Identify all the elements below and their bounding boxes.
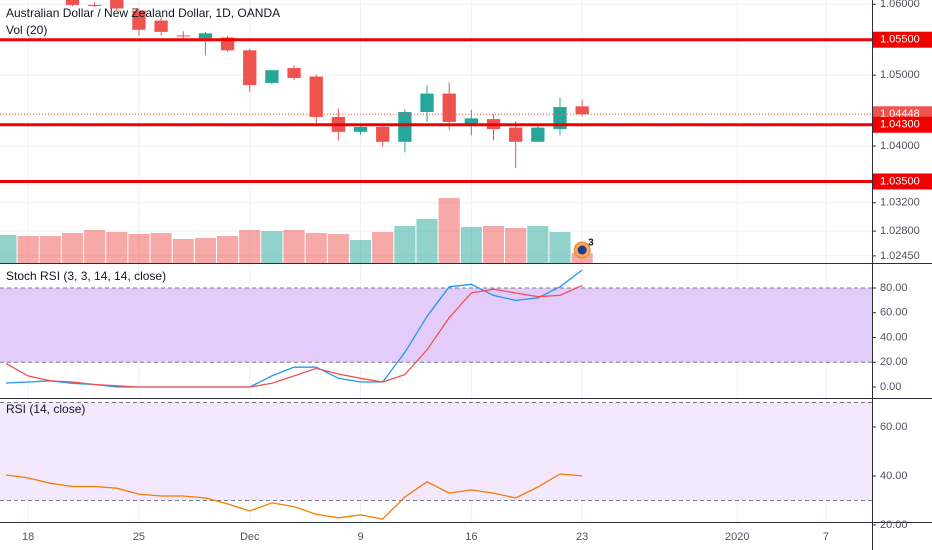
volume-bar <box>327 234 349 263</box>
event-label: 3 <box>588 238 594 249</box>
volume-bar <box>239 230 261 263</box>
y-tick-label: 1.06000 <box>880 0 920 10</box>
candle-body <box>442 93 456 122</box>
volume-bar <box>17 236 39 263</box>
y-tick-label: 1.04000 <box>880 140 920 152</box>
candle-body <box>110 0 124 9</box>
candle-body <box>398 112 412 142</box>
candle-body <box>309 76 323 117</box>
stoch-title: Stoch RSI (3, 3, 14, 14, close) <box>6 269 166 283</box>
x-tick-label: 9 <box>357 531 363 543</box>
level-label: 1.03500 <box>880 175 920 187</box>
x-tick-label: 7 <box>823 531 829 543</box>
candle-body <box>287 68 301 78</box>
y-tick-label: 1.02450 <box>880 250 920 262</box>
y-tick-label: 1.03200 <box>880 197 920 209</box>
rsi-title: RSI (14, close) <box>6 402 85 416</box>
x-tick-label: 2020 <box>725 531 749 543</box>
candle-body <box>243 50 257 86</box>
volume-bar <box>416 219 438 263</box>
volume-bar <box>61 233 84 263</box>
candle-body <box>65 0 80 5</box>
volume-bar <box>0 235 17 263</box>
volume-bar <box>527 226 549 263</box>
volume-bar <box>39 236 61 263</box>
candle-body <box>509 127 523 142</box>
rsi-pane <box>0 401 872 520</box>
volume-bar <box>549 232 571 263</box>
x-tick-label: 23 <box>576 531 588 543</box>
stoch-pane <box>0 269 872 388</box>
volume-bar <box>84 230 106 263</box>
y-tick-label: 20.00 <box>880 356 908 368</box>
candle-body <box>531 127 545 142</box>
level-label: 1.04300 <box>880 119 920 131</box>
y-tick-label: 20.00 <box>880 519 908 531</box>
volume-bar <box>394 226 416 263</box>
volume-bar <box>349 240 372 263</box>
y-tick-label: 80.00 <box>880 282 908 294</box>
indicator-line <box>5 284 583 388</box>
candle-body <box>420 93 434 113</box>
volume-bar <box>217 236 239 263</box>
candle-body <box>353 126 368 132</box>
candle-body <box>464 118 478 125</box>
candle-body <box>198 33 213 39</box>
band <box>0 402 872 501</box>
level-label: 1.05500 <box>880 34 920 46</box>
volume-bar <box>438 198 460 263</box>
x-tick-label: 18 <box>22 531 34 543</box>
candle-body <box>265 70 279 83</box>
price-pane <box>0 0 872 263</box>
volume-bar <box>505 228 527 263</box>
y-tick-label: 40.00 <box>880 470 908 482</box>
candle-body <box>376 126 390 142</box>
candle-body <box>575 106 589 115</box>
volume-bar <box>372 232 394 263</box>
y-tick-label: 60.00 <box>880 421 908 433</box>
level-box <box>873 173 932 190</box>
volume-bar <box>194 238 217 263</box>
volume-label: Vol (20) <box>6 23 47 37</box>
volume-bar <box>128 234 150 263</box>
y-tick-label: 60.00 <box>880 307 908 319</box>
x-tick-label: Dec <box>240 531 260 543</box>
volume-bar <box>460 227 482 263</box>
level-box <box>873 31 932 48</box>
chart-title: Australian Dollar / New Zealand Dollar, … <box>6 6 280 20</box>
volume-bar <box>106 232 128 263</box>
event-flag <box>577 245 587 255</box>
volume-bar <box>305 233 327 263</box>
volume-bar <box>172 239 194 263</box>
candle-body <box>87 4 102 6</box>
y-tick-label: 1.05000 <box>880 69 920 81</box>
volume-bar <box>482 226 505 263</box>
level-box <box>873 116 932 133</box>
x-tick-label: 16 <box>465 531 477 543</box>
volume-bar <box>261 231 283 263</box>
x-tick-label: 25 <box>133 531 145 543</box>
volume-bar <box>150 233 172 263</box>
y-tick-label: 0.00 <box>880 381 901 393</box>
candle-body <box>176 35 190 37</box>
y-tick-label: 40.00 <box>880 331 908 343</box>
band <box>0 288 872 363</box>
candle-body <box>132 10 146 30</box>
volume-bar <box>283 230 305 263</box>
candle-body <box>154 20 168 32</box>
indicator-line <box>5 473 583 520</box>
y-tick-label: 1.02800 <box>880 225 920 237</box>
